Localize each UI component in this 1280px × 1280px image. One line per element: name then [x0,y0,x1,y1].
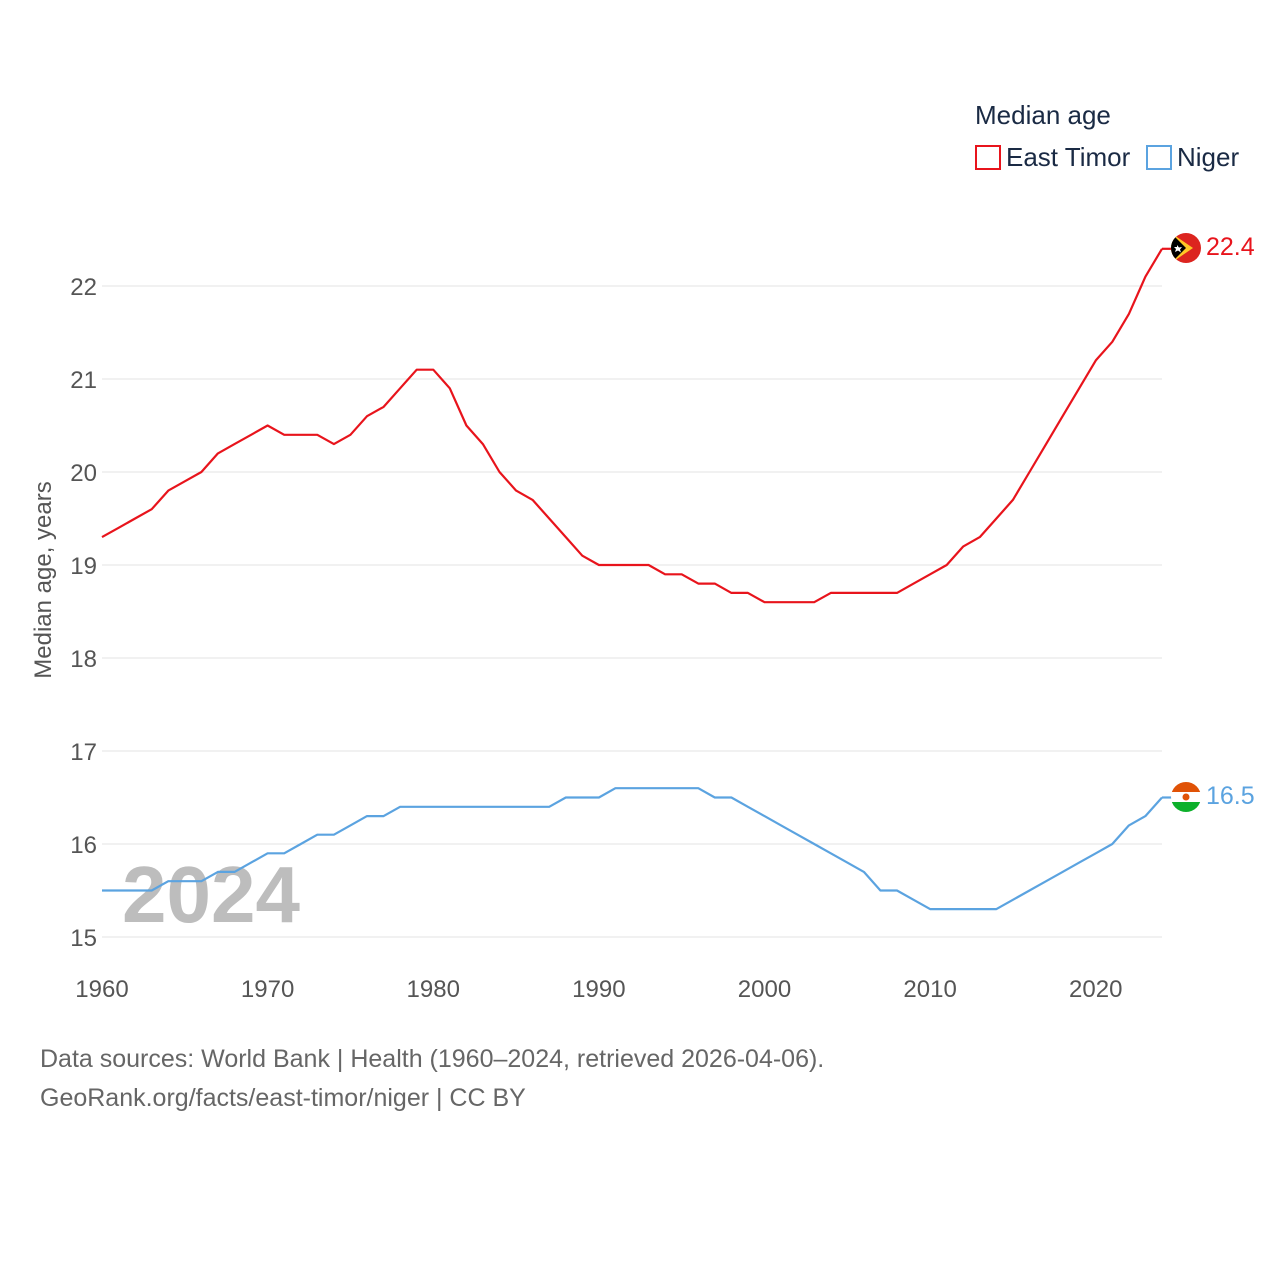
y-tick-label-22: 22 [70,274,97,301]
y-tick-label-17: 17 [70,739,97,766]
legend-label-niger[interactable]: Niger [1177,142,1239,172]
x-tick-label-1970: 1970 [241,976,294,1003]
east-timor-flag-icon [1171,233,1201,263]
y-tick-label-16: 16 [70,832,97,859]
legend-label-east-timor[interactable]: East Timor [1006,142,1131,172]
legend: Median age East Timor Niger [975,100,1239,172]
series-line-niger[interactable] [102,787,1163,911]
y-tick-label-15: 15 [70,925,97,952]
x-tick-label-2010: 2010 [903,976,956,1003]
series-lines [101,247,1172,911]
credit-line[interactable]: GeoRank.org/facts/east-timor/niger | CC … [40,1084,526,1112]
niger-flag-icon [1171,782,1201,812]
source-line: Data sources: World Bank | Health (1960–… [40,1045,825,1073]
x-tick-label-1990: 1990 [572,976,625,1003]
end-label-east-timor: 22.4 [1206,233,1255,261]
y-tick-label-18: 18 [70,646,97,673]
y-tick-label-19: 19 [70,553,97,580]
y-tick-label-20: 20 [70,460,97,487]
y-tick-label-21: 21 [70,367,97,394]
x-tick-label-2020: 2020 [1069,976,1122,1003]
x-axis-ticks: 1960 1970 1980 1990 2000 2010 2020 [75,976,1122,1003]
series-line-east-timor[interactable] [101,248,1163,604]
legend-swatch-east-timor[interactable] [975,145,1001,170]
y-axis-title: Median age, years [30,481,57,678]
year-watermark: 2024 [122,850,300,939]
x-tick-label-1960: 1960 [75,976,128,1003]
x-tick-label-1980: 1980 [407,976,460,1003]
source-note: Data sources: World Bank | Health (1960–… [40,1040,824,1118]
x-tick-label-2000: 2000 [738,976,791,1003]
legend-swatch-niger[interactable] [1146,145,1172,170]
end-label-niger: 16.5 [1206,782,1255,810]
y-axis-ticks: 15 16 17 18 19 20 21 22 [70,274,97,952]
line-chart: 15 16 17 18 19 20 21 22 1960 1970 1980 1990 2000 201… [30,100,1255,1003]
gridlines [102,285,1162,938]
legend-title: Median age [975,100,1111,130]
